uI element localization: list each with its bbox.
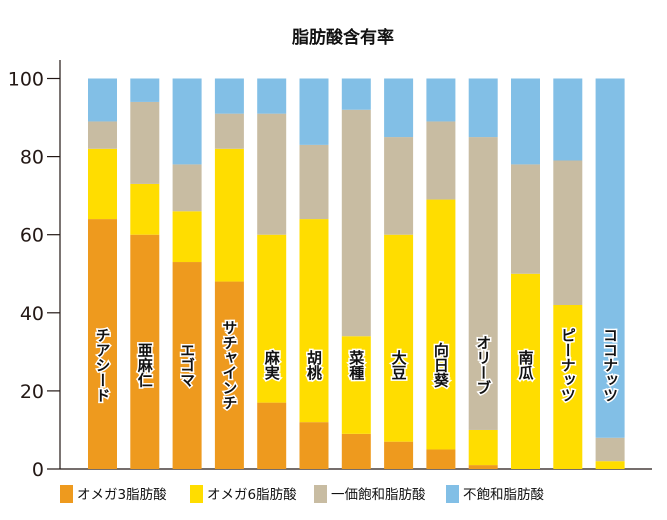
bar-segment-2 (468, 429, 498, 466)
bar-segment-3 (426, 121, 456, 200)
bar-segment-3 (468, 137, 498, 430)
y-tick-label: 20 (20, 381, 44, 403)
bar-segment-3 (214, 113, 244, 149)
legend-label: オメガ3脂肪酸 (77, 487, 167, 503)
bar-segment-1 (172, 262, 202, 469)
bar-segment-3 (299, 144, 329, 220)
bar-segment-1 (130, 234, 160, 469)
bar-segment-2 (511, 273, 540, 469)
legend-swatch (60, 485, 73, 503)
y-tick-label: 80 (20, 147, 44, 169)
category-label: 亜麻仁 (136, 343, 154, 389)
chart-title: 脂肪酸含有率 (292, 27, 394, 48)
bar-segment-4 (553, 78, 583, 161)
bar-segment-1 (88, 219, 117, 469)
bar-segment-2 (172, 211, 202, 263)
bar-segment-3 (384, 137, 414, 235)
category-label: 胡桃 (305, 349, 323, 381)
bar-segment-1 (257, 402, 287, 469)
bar-segment-4 (595, 78, 625, 438)
y-tick-label: 40 (20, 303, 44, 325)
bar-segment-2 (299, 219, 329, 423)
y-tick-label: 0 (32, 459, 44, 481)
bar-segment-3 (511, 164, 540, 274)
bar-segment-4 (257, 78, 287, 114)
bar-segment-2 (88, 148, 117, 220)
category-label: 南瓜 (517, 349, 535, 381)
bar-segment-2 (553, 304, 583, 469)
bar-segment-4 (88, 78, 117, 122)
bar-segment-3 (341, 109, 371, 337)
bar-segment-3 (88, 121, 117, 149)
category-label: 麻実 (263, 349, 281, 381)
category-label: チアシード (94, 328, 112, 403)
legend-label: 不飽和脂肪酸 (463, 487, 544, 503)
category-label: 菜種 (347, 349, 365, 381)
bar-segment-4 (426, 78, 456, 122)
bar-segment-3 (172, 164, 202, 212)
bar-segment-4 (468, 78, 498, 138)
legend-swatch (446, 485, 459, 503)
category-label: オリーブ (474, 335, 492, 395)
bar-segment-4 (130, 78, 160, 102)
legend-swatch (314, 485, 327, 503)
bar-segment-4 (214, 78, 244, 114)
bar-segment-3 (257, 113, 287, 235)
legend-label: オメガ6脂肪酸 (207, 487, 297, 503)
bar-segment-1 (214, 281, 244, 469)
bar-segment-2 (257, 234, 287, 403)
bar-segment-2 (426, 199, 456, 450)
category-label: 向日葵 (432, 342, 450, 389)
bar-segment-1 (299, 422, 329, 469)
category-label: ピーナッツ (559, 328, 577, 403)
bar-segment-2 (595, 461, 625, 469)
bar-segment-3 (553, 160, 583, 305)
bar-segment-3 (130, 101, 160, 184)
bar-segment-4 (172, 78, 202, 165)
bar-segment-3 (595, 437, 625, 462)
category-label: エゴマ (178, 343, 196, 388)
category-label: サチャインチ (220, 320, 238, 410)
category-label: ココナッツ (601, 328, 619, 403)
bar-segment-4 (341, 78, 371, 110)
bar-segment-2 (384, 234, 414, 442)
legend-swatch (190, 485, 203, 503)
bar-segment-1 (341, 433, 371, 469)
bar-segment-2 (130, 183, 160, 235)
bar-segment-1 (468, 465, 498, 469)
bar-segment-4 (384, 78, 414, 138)
bar-segment-1 (384, 441, 414, 469)
bar-segment-2 (341, 336, 371, 434)
bar-segment-2 (214, 148, 244, 282)
y-tick-label: 100 (8, 69, 44, 91)
bar-segment-4 (299, 78, 329, 145)
bar-segment-1 (426, 449, 456, 469)
category-label: 大豆 (390, 349, 408, 380)
bar-segment-4 (511, 78, 540, 165)
y-tick-label: 60 (20, 225, 44, 247)
legend-label: 一価飽和脂肪酸 (331, 487, 426, 503)
